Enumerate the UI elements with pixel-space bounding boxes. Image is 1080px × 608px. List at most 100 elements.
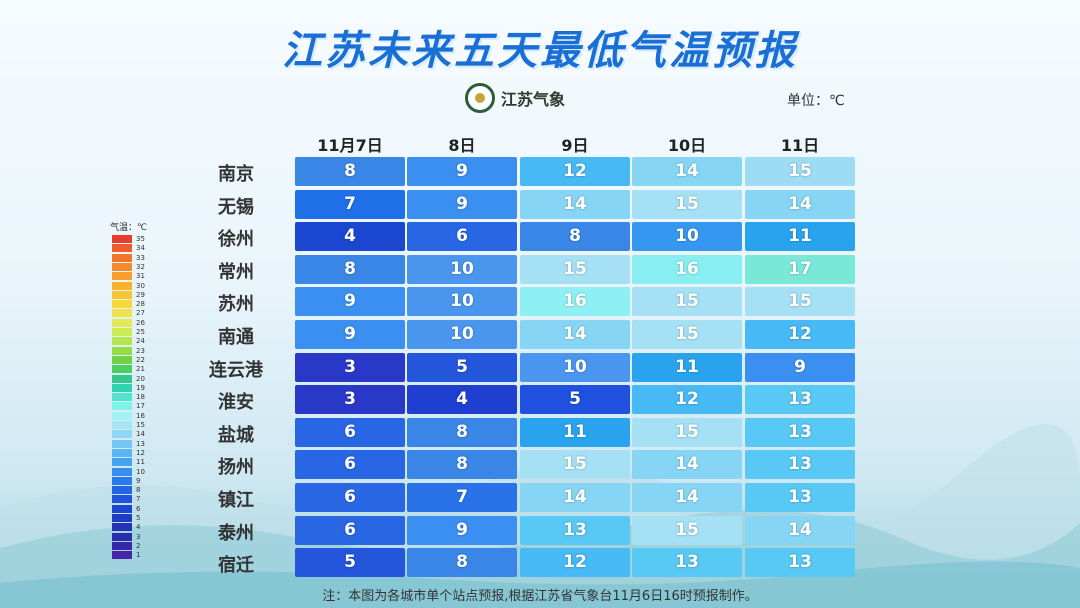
legend-swatch (112, 235, 132, 243)
legend-label: 26 (136, 318, 145, 327)
legend-swatch (112, 541, 132, 550)
unit-label: 单位：℃ (787, 93, 845, 109)
legend-swatch (112, 244, 132, 253)
temperature-cell: 13 (745, 417, 855, 447)
column-header: 11日 (780, 136, 820, 155)
legend-swatch (112, 467, 132, 476)
page-title: 江苏未来五天最低气温预报 (282, 28, 798, 74)
legend-swatch (112, 290, 132, 299)
legend-label: 30 (136, 281, 145, 290)
legend-swatch (112, 532, 132, 541)
temperature-cell: 10 (407, 254, 517, 284)
legend-swatch (112, 374, 132, 383)
legend-label: 3 (136, 532, 141, 541)
temperature-cell: 4 (295, 222, 405, 252)
legend-label: 11 (136, 458, 145, 467)
temperature-cell: 8 (407, 548, 517, 578)
legend-swatch (112, 523, 132, 532)
temperature-cell: 12 (520, 157, 630, 186)
legend-swatch (112, 383, 132, 392)
column-header: 9日 (561, 136, 589, 155)
legend-label: 14 (136, 430, 145, 439)
city-label: 泰州 (218, 522, 254, 544)
temperature-cell: 6 (295, 417, 405, 447)
column-header: 10日 (667, 136, 707, 155)
column-header: 8日 (448, 136, 476, 155)
legend-swatch (112, 328, 132, 336)
legend-label: 35 (136, 235, 145, 243)
temperature-cell: 9 (745, 352, 855, 382)
legend-label: 18 (136, 393, 145, 402)
legend-swatch (112, 365, 132, 374)
temperature-cell: 10 (407, 320, 517, 349)
legend-swatch (112, 458, 132, 467)
temperature-cell: 14 (745, 189, 855, 219)
logo: 江苏气象 (465, 83, 565, 113)
legend-label: 9 (136, 476, 141, 485)
temperature-cell: 15 (632, 320, 742, 349)
temperature-cell: 14 (520, 483, 630, 512)
legend-label: 32 (136, 262, 145, 271)
legend-swatch (112, 486, 132, 495)
temperature-cell: 9 (407, 189, 517, 219)
legend-label: 24 (136, 337, 145, 346)
temperature-cell: 7 (295, 189, 405, 219)
legend-swatch (112, 514, 132, 522)
legend-label: 16 (136, 411, 145, 420)
legend-swatch (112, 430, 132, 439)
footnote: 注：本图为各城市单个站点预报,根据江苏省气象台11月6日16时预报制作。 (322, 589, 758, 604)
temperature-cell: 3 (295, 385, 405, 415)
temperature-cell: 7 (407, 483, 517, 512)
legend-label: 2 (136, 541, 141, 550)
legend-swatch (112, 402, 132, 411)
legend-swatch (112, 355, 132, 364)
legend-swatch (112, 448, 132, 457)
legend-label: 21 (136, 365, 145, 374)
temperature-cell: 12 (745, 320, 855, 349)
temperature-cell: 10 (407, 287, 517, 317)
temperature-cell: 14 (632, 450, 742, 480)
city-label: 常州 (218, 261, 254, 283)
temperature-cell: 17 (745, 254, 855, 284)
temperature-cell: 11 (520, 417, 630, 447)
city-label: 宿迁 (218, 555, 254, 577)
city-label: 盐城 (218, 424, 254, 446)
temperature-cell: 6 (407, 222, 517, 252)
legend-swatch (112, 439, 132, 448)
legend-label: 12 (136, 448, 145, 457)
temperature-cell: 15 (632, 515, 742, 545)
temperature-cell: 12 (632, 385, 742, 415)
temperature-cell: 12 (520, 548, 630, 578)
legend-label: 6 (136, 504, 141, 513)
temperature-cell: 14 (632, 157, 742, 186)
legend-swatch (112, 421, 132, 429)
temperature-cell: 15 (520, 450, 630, 480)
temperature-cell: 16 (520, 287, 630, 317)
temperature-cell: 9 (407, 515, 517, 545)
city-label: 连云港 (209, 359, 263, 381)
temperature-cell: 14 (520, 320, 630, 349)
temperature-cell: 13 (745, 385, 855, 415)
legend-label: 34 (136, 244, 145, 253)
temperature-cell: 13 (632, 548, 742, 578)
temperature-cell: 4 (407, 385, 517, 415)
legend-label: 28 (136, 300, 145, 309)
temperature-cell: 15 (745, 287, 855, 317)
temperature-cell: 5 (295, 548, 405, 578)
city-label: 扬州 (218, 457, 254, 479)
temperature-cell: 14 (632, 483, 742, 512)
legend-swatch (112, 300, 132, 309)
city-label: 无锡 (218, 196, 254, 218)
city-label: 徐州 (218, 229, 254, 251)
temperature-cell: 11 (632, 352, 742, 382)
legend-swatch (112, 318, 132, 327)
city-label: 苏州 (218, 294, 254, 316)
legend-swatch (112, 281, 132, 290)
legend-label: 27 (136, 309, 145, 318)
logo-text: 江苏气象 (501, 90, 566, 109)
legend-label: 23 (136, 346, 145, 355)
legend-swatch (112, 309, 132, 318)
temperature-cell: 9 (407, 157, 517, 186)
legend-label: 8 (136, 486, 141, 495)
temperature-cell: 8 (407, 450, 517, 480)
